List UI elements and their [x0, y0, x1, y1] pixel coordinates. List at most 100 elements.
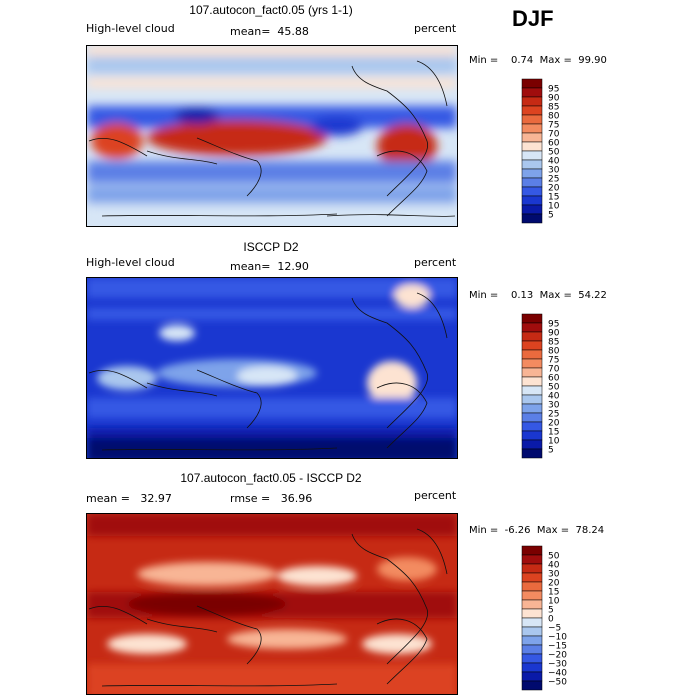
panel-3-title: 107.autocon_fact0.05 - ISCCP D2: [180, 471, 362, 485]
colorbar-tick-label: 50: [548, 383, 560, 393]
colorbar-swatch: [521, 349, 543, 360]
colorbar-swatch: [521, 177, 543, 188]
colorbar-swatch: [521, 204, 543, 215]
colorbar-tick-label: −30: [548, 660, 567, 670]
panel-3-map: [86, 513, 458, 695]
colorbar-swatch: [521, 168, 543, 179]
panel-2-field-label: High-level cloud: [86, 256, 175, 269]
colorbar-tick-label: 60: [548, 139, 560, 149]
colorbar-tick-label: 95: [548, 85, 559, 95]
colorbar-swatch: [521, 671, 543, 682]
colorbar-tick-label: 30: [548, 166, 560, 176]
colorbar-swatch: [521, 662, 543, 673]
colorbar-tick-label: 50: [548, 148, 560, 158]
colorbar-tick-label: 70: [548, 130, 560, 140]
colorbar-tick-label: 60: [548, 374, 560, 384]
colorbar-swatch: [521, 554, 543, 565]
panel-2-mean-label: mean= 12.90: [230, 260, 309, 273]
colorbar-tick-label: 0: [548, 615, 554, 625]
colorbar-swatch: [521, 114, 543, 125]
colorbar-swatch: [521, 132, 543, 143]
colorbar-swatch: [521, 421, 543, 432]
colorbar-swatch: [521, 105, 543, 116]
colorbar-tick-label: 15: [548, 193, 559, 203]
colorbar-swatch: [521, 572, 543, 583]
colorbar-swatch: [521, 159, 543, 170]
colorbar-tick-label: 75: [548, 121, 559, 131]
colorbar-tick-label: 80: [548, 347, 560, 357]
colorbar-tick-label: 50: [548, 552, 560, 562]
colorbar-swatch: [521, 581, 543, 592]
colorbar-swatch: [521, 394, 543, 405]
panel-1-coastlines: [88, 60, 456, 217]
panel-2-coastlines: [88, 292, 448, 451]
colorbar-swatch: [521, 599, 543, 610]
colorbar-tick-label: 15: [548, 428, 559, 438]
colorbar-tick-label: 40: [548, 561, 560, 571]
colorbar-swatch: [521, 563, 543, 574]
colorbar-swatch: [521, 680, 543, 691]
colorbar-swatch: [521, 195, 543, 206]
colorbar-tick-label: 20: [548, 579, 560, 589]
colorbar-swatch: [521, 403, 543, 414]
colorbar-tick-label: −50: [548, 678, 567, 688]
panel-3-mean-label: mean = 32.97: [86, 492, 172, 505]
colorbar-tick-label: −10: [548, 633, 567, 643]
season-label: DJF: [512, 6, 554, 31]
colorbar-tick-label: −5: [548, 624, 561, 634]
colorbar-tick-label: 30: [548, 570, 560, 580]
colorbar-tick-label: 80: [548, 112, 560, 122]
colorbar-tick-label: 5: [548, 211, 554, 221]
panel-2-title: ISCCP D2: [243, 240, 299, 254]
panel-2-unit-label: percent: [414, 256, 457, 269]
colorbar-tick-label: −40: [548, 669, 567, 679]
colorbar-tick-label: 70: [548, 365, 560, 375]
colorbar-swatch: [521, 448, 543, 459]
panel-3-coastlines: [88, 528, 448, 687]
panel-1-mean-label: mean= 45.88: [230, 25, 309, 38]
panel-2-map: [86, 277, 458, 459]
colorbar-tick-label: 20: [548, 184, 560, 194]
colorbar-swatch: [521, 608, 543, 619]
panel-1-map-svg: [87, 46, 457, 226]
panel-2-map-svg: [87, 278, 457, 458]
panel-1-unit-label: percent: [414, 22, 457, 35]
colorbar-tick-label: 90: [548, 94, 560, 104]
colorbar-swatch: [521, 141, 543, 152]
colorbar-swatch: [521, 313, 543, 324]
colorbar-tick-label: 40: [548, 157, 560, 167]
colorbar-swatch: [521, 644, 543, 655]
panel-3-unit-label: percent: [414, 489, 457, 502]
colorbar-tick-label: −20: [548, 651, 567, 661]
colorbar-swatch: [521, 545, 543, 556]
colorbar-tick-label: −15: [548, 642, 567, 652]
colorbar-tick-label: 95: [548, 320, 559, 330]
colorbar-swatch: [521, 385, 543, 396]
colorbar-tick-label: 10: [548, 202, 560, 212]
colorbar-swatch: [521, 653, 543, 664]
colorbar-swatch: [521, 96, 543, 107]
colorbar-swatch: [521, 123, 543, 134]
colorbar-swatch: [521, 617, 543, 628]
colorbar-swatch: [521, 340, 543, 351]
colorbar-tick-label: 5: [548, 606, 554, 616]
colorbar-swatch: [521, 78, 543, 89]
panel-1-field-label: High-level cloud: [86, 22, 175, 35]
colorbar-swatch: [521, 430, 543, 441]
colorbar-swatch: [521, 322, 543, 333]
colorbar-tick-label: 85: [548, 338, 559, 348]
panel-3-minmax: Min = -6.26 Max = 78.24: [469, 525, 605, 536]
colorbar-tick-label: 40: [548, 392, 560, 402]
colorbar-tick-label: 15: [548, 588, 559, 598]
colorbar-tick-label: 25: [548, 175, 559, 185]
colorbar-tick-label: 25: [548, 410, 559, 420]
colorbar-swatch: [521, 412, 543, 423]
colorbar-swatch: [521, 87, 543, 98]
colorbar-swatch: [521, 358, 543, 369]
panel-1-map: [86, 45, 458, 227]
panel-3-map-svg: [87, 514, 457, 694]
colorbar-swatch: [521, 376, 543, 387]
